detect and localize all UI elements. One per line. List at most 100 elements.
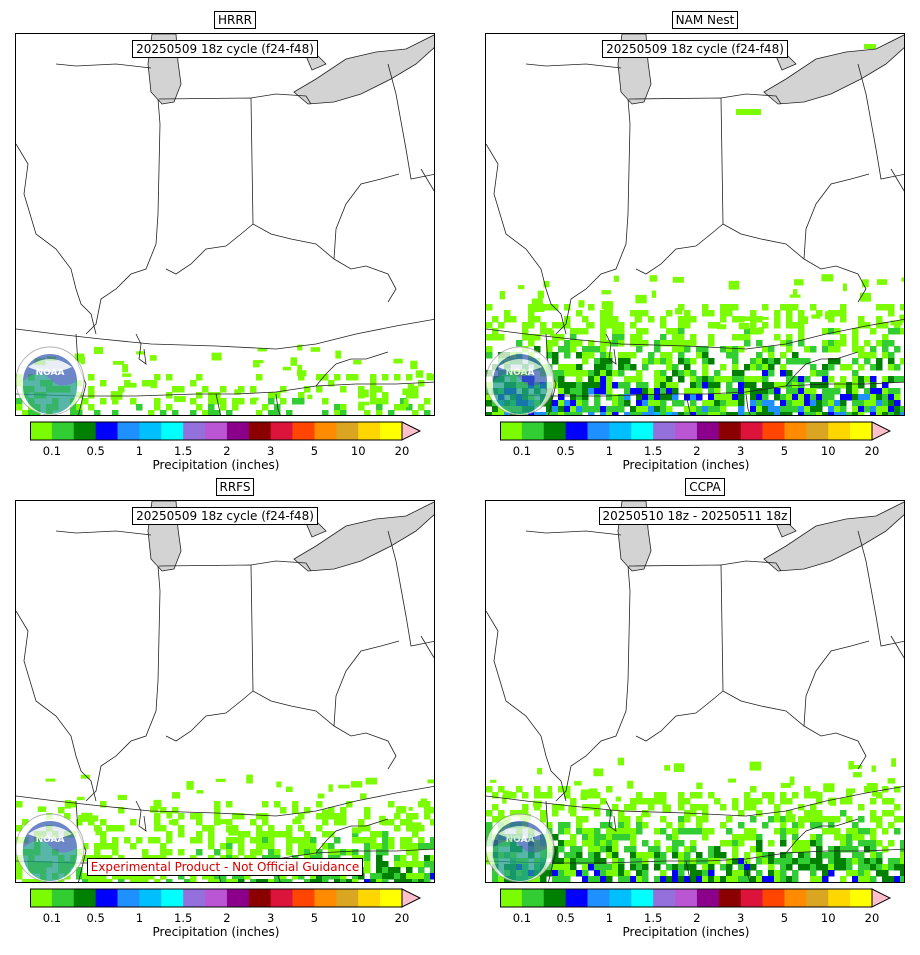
precip-cell — [16, 861, 23, 868]
precip-cell — [792, 394, 799, 401]
precip-cell — [876, 822, 883, 829]
precip-cell — [858, 864, 865, 871]
precip-cell — [154, 819, 161, 826]
precip-cell — [612, 834, 619, 841]
precip-cell — [594, 828, 601, 835]
precip-cell — [492, 816, 499, 823]
precip-cell — [370, 843, 377, 850]
precip-cell — [618, 406, 625, 413]
precip-cell — [702, 382, 709, 389]
precip-cell — [594, 804, 601, 811]
precip-cell — [636, 400, 643, 407]
precip-cell — [118, 807, 125, 814]
precip-cell — [298, 849, 305, 856]
precip-cell — [564, 352, 571, 359]
precip-cell — [702, 864, 709, 871]
precip-cell — [852, 870, 859, 877]
precip-cell — [702, 358, 709, 365]
state-border — [16, 143, 97, 335]
precip-cell — [498, 882, 505, 883]
colorbar-swatch — [740, 422, 763, 440]
precip-cell — [298, 813, 305, 820]
precip-cell — [728, 778, 737, 783]
precip-cell — [594, 876, 601, 882]
precip-cell — [821, 274, 834, 282]
precip-cell — [666, 876, 673, 882]
precip-cell — [672, 382, 679, 389]
precip-cell — [582, 816, 589, 823]
precip-cell — [672, 828, 679, 835]
precip-cell — [768, 406, 775, 413]
colorbar-tick-label: 0.5 — [556, 911, 575, 925]
precip-cell — [352, 831, 359, 838]
precip-cell — [726, 382, 733, 389]
precip-cell — [256, 849, 263, 856]
state-border — [250, 560, 312, 572]
precip-cell — [594, 858, 601, 865]
precip-cell — [624, 394, 631, 401]
precip-cell — [418, 380, 425, 387]
state-border — [252, 690, 397, 770]
precip-cell — [232, 825, 239, 832]
precip-cell — [678, 816, 685, 823]
precip-cell — [424, 807, 431, 814]
precip-cell — [606, 828, 613, 835]
precip-cell — [112, 410, 119, 415]
precip-cell — [400, 873, 407, 880]
precip-cell — [774, 316, 781, 323]
colorbar-tick-label: 20 — [864, 444, 880, 458]
precip-cell — [606, 340, 613, 347]
precip-cell — [516, 882, 523, 883]
precip-cell — [816, 882, 823, 883]
colorbar-swatch — [500, 422, 523, 440]
precip-cell — [250, 849, 257, 856]
precip-cell — [786, 798, 793, 805]
precip-cell — [148, 410, 155, 415]
precip-cell — [558, 322, 565, 329]
precip-cell — [876, 304, 883, 311]
precip-cell — [846, 388, 853, 395]
precip-cell — [316, 374, 323, 381]
precip-cell — [816, 858, 823, 865]
precip-cell — [80, 360, 85, 365]
precip-cell — [412, 855, 419, 862]
precip-cell — [588, 388, 595, 395]
precip-cell — [510, 882, 517, 883]
precip-cell — [696, 376, 703, 383]
precip-cell — [641, 813, 651, 818]
precip-cell — [540, 412, 547, 415]
precip-cell — [196, 837, 203, 844]
precip-cell — [840, 876, 847, 882]
precip-cell — [576, 870, 583, 877]
precip-cell — [576, 858, 583, 865]
colorbar-ticks: 0.1 0.5 1 1.5 2 3 5 10 20 — [30, 911, 410, 925]
state-border — [722, 223, 867, 303]
precip-cell — [624, 364, 631, 371]
precip-cell — [540, 882, 547, 883]
precip-cell — [564, 876, 571, 882]
precip-cell — [576, 822, 583, 829]
precip-cell — [600, 864, 607, 871]
precip-cell — [774, 310, 781, 317]
precip-cell — [702, 346, 709, 353]
precip-cell — [858, 858, 865, 865]
state-border — [745, 860, 751, 882]
precip-cell — [888, 858, 895, 865]
precip-cell — [70, 404, 77, 411]
precip-cell — [117, 794, 128, 801]
precip-cell — [340, 873, 347, 880]
precip-cell — [714, 400, 721, 407]
precip-cell — [684, 358, 691, 365]
precip-cell — [738, 882, 745, 883]
precip-cell — [166, 849, 173, 856]
precip-cell — [286, 831, 293, 838]
precip-cell — [214, 813, 221, 820]
precip-cell — [720, 852, 727, 859]
state-border — [803, 173, 870, 260]
precip-cell — [804, 858, 811, 865]
precip-cell — [768, 346, 775, 353]
state-border — [685, 393, 691, 415]
precip-cell — [762, 394, 769, 401]
precip-cell — [364, 849, 371, 856]
precip-cell — [570, 852, 577, 859]
